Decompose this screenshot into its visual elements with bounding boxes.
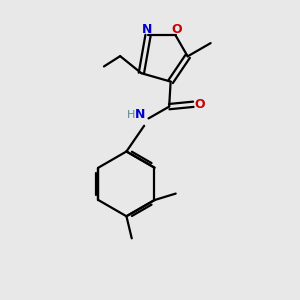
Text: H: H bbox=[127, 110, 135, 120]
Text: O: O bbox=[194, 98, 205, 111]
Text: N: N bbox=[135, 108, 146, 122]
Text: N: N bbox=[141, 23, 152, 37]
Text: O: O bbox=[172, 23, 182, 37]
